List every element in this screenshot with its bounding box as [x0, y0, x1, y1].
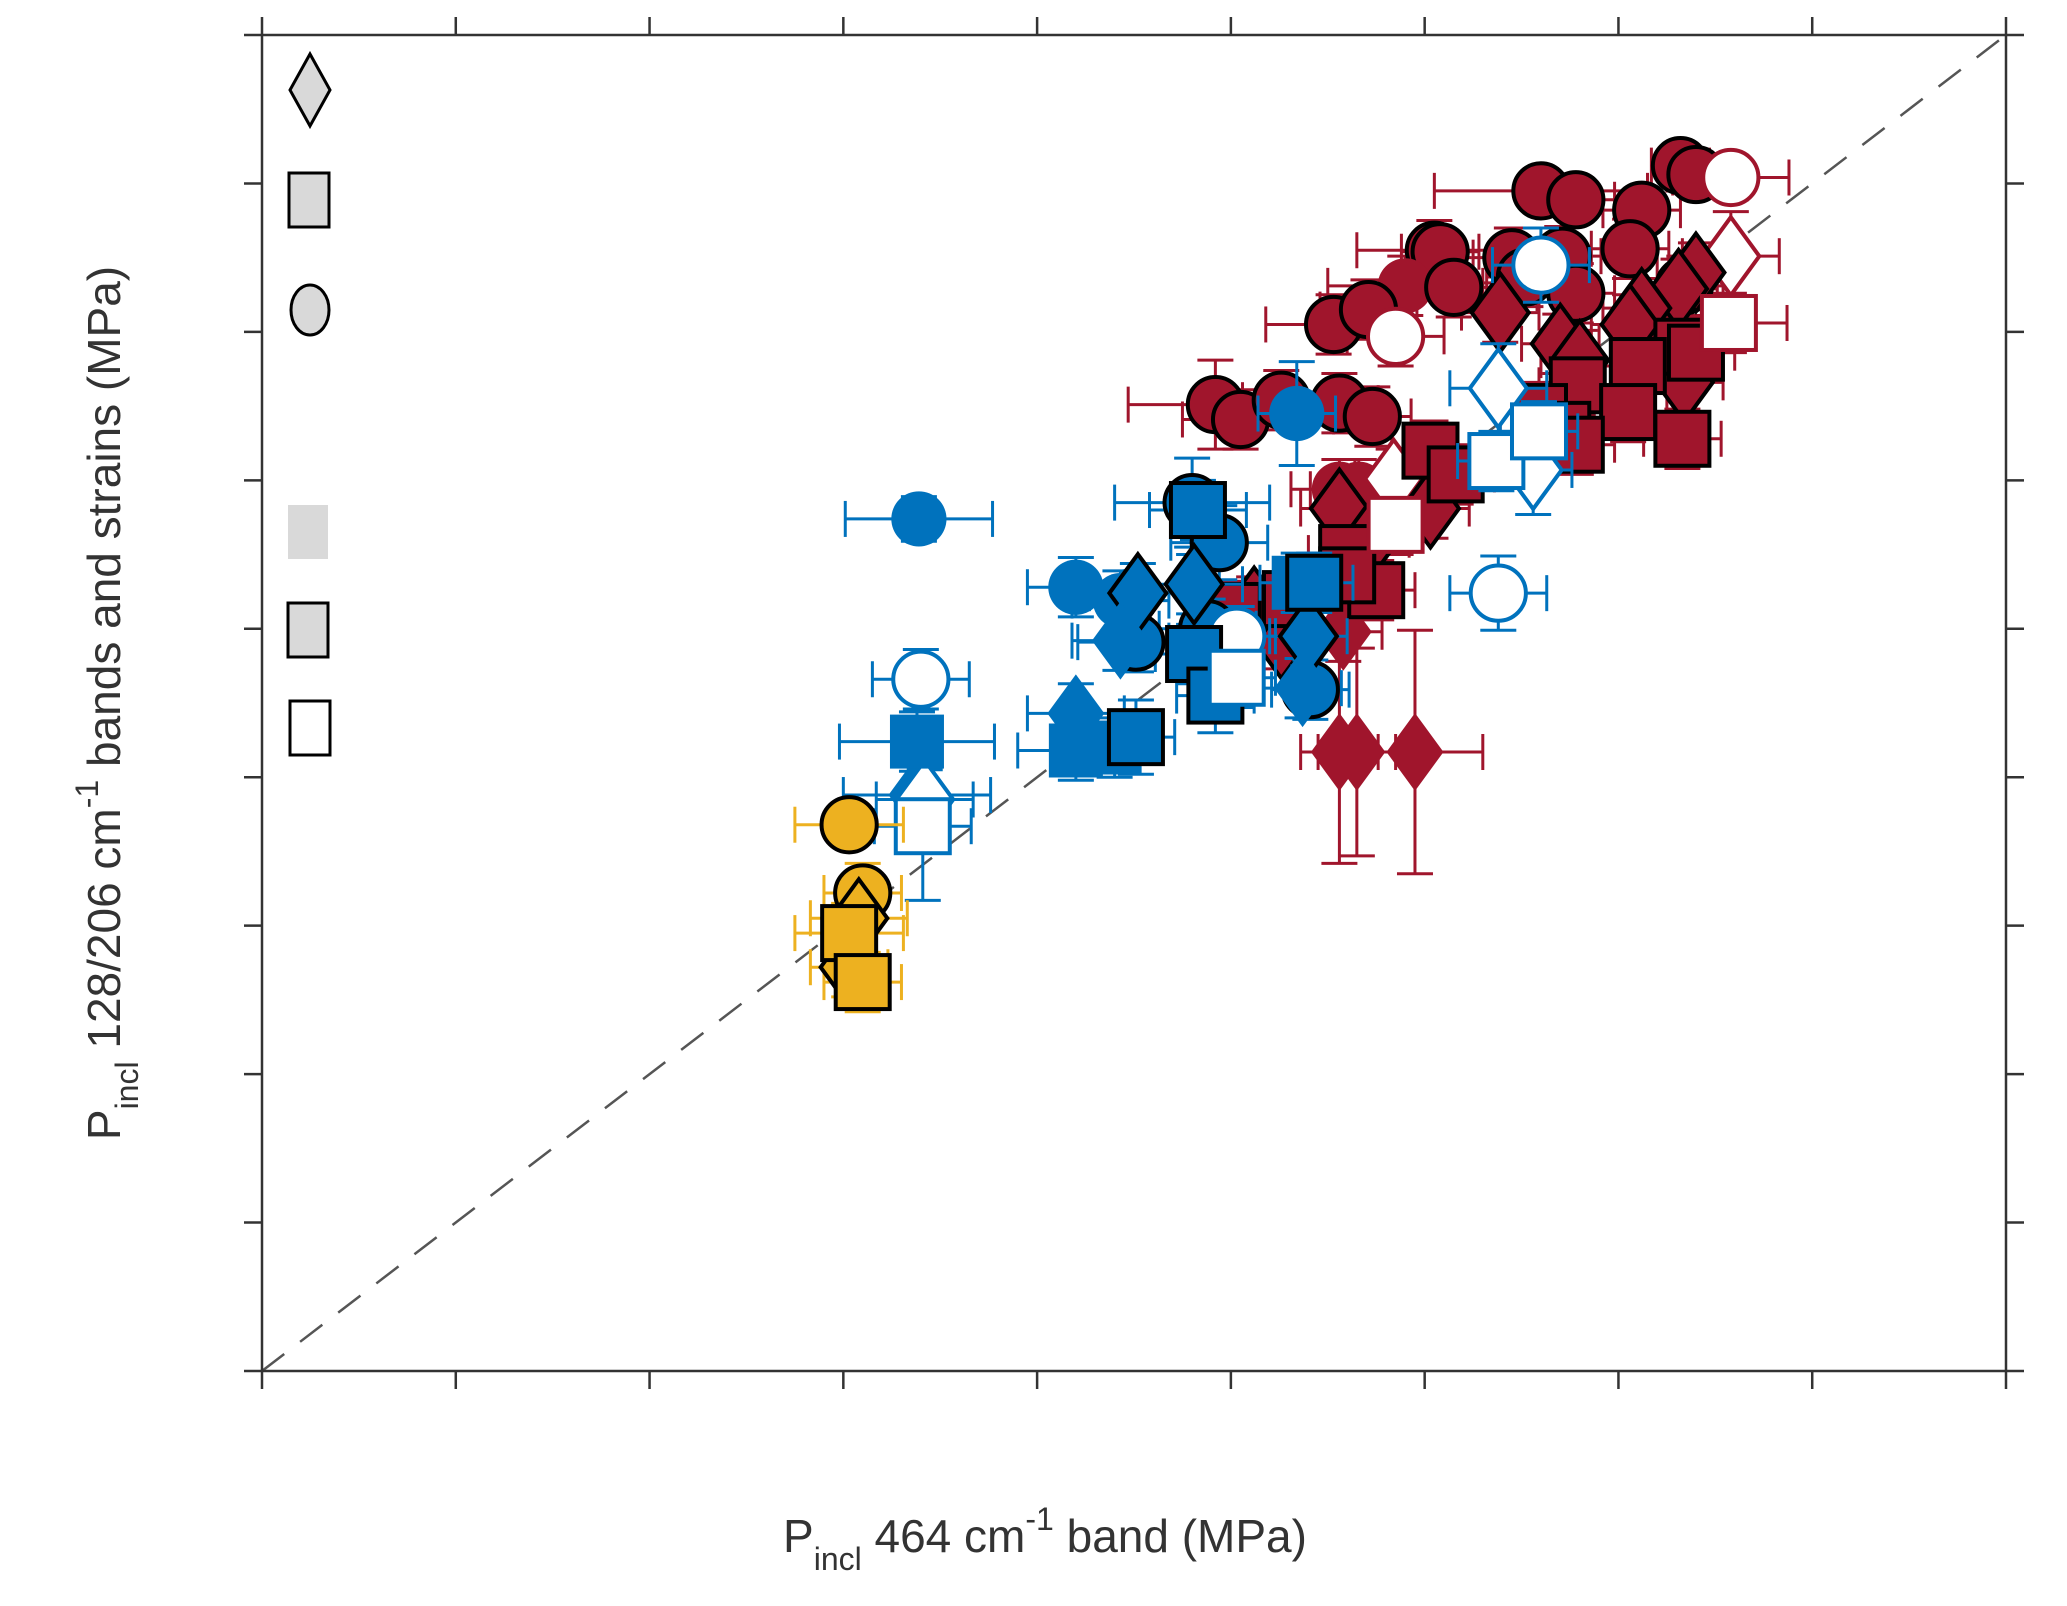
data-point-square — [1653, 409, 1712, 468]
legend-diamond-icon — [288, 50, 332, 130]
y-title-tail: bands and strains (MPa) — [78, 266, 130, 780]
legend-open-square-icon — [288, 699, 332, 757]
data-point-square — [820, 904, 879, 963]
data-point-circle — [1342, 386, 1402, 447]
legend-item-diamond — [288, 50, 332, 130]
series-epidote2 — [793, 795, 909, 1014]
y-title-sup: -1 — [69, 780, 105, 808]
data-point-square — [1699, 293, 1758, 352]
svg-text:Pincl 464 cm-1 band (MPa): Pincl 464 cm-1 band (MPa) — [783, 1501, 1307, 1577]
x-axis-title: Pincl 464 cm-1 band (MPa) — [783, 1501, 1307, 1577]
y-axis-title: Pincl 128/206 cm-1 bands and strains (MP… — [69, 266, 145, 1140]
legend-item-circle — [289, 283, 331, 337]
svg-text:Pincl 128/206 cm-1 bands and s: Pincl 128/206 cm-1 bands and strains (MP… — [69, 266, 145, 1140]
data-point-square — [1366, 495, 1425, 554]
legend-locality-lotos — [288, 699, 332, 757]
x-title-rest: 464 cm — [862, 1510, 1026, 1562]
legend-circle-icon — [289, 283, 331, 337]
series-epidote1 — [837, 226, 1591, 902]
data-point-circle — [1269, 385, 1325, 442]
data-point-diamond — [1328, 712, 1386, 791]
legend-item-square — [287, 171, 331, 229]
axes — [244, 17, 2024, 1389]
legend-filled-square-icon — [288, 505, 328, 559]
data-point-circle — [1701, 147, 1761, 208]
data-point-circle — [1424, 257, 1484, 317]
y-title-main: P — [78, 1109, 130, 1140]
data-point-square — [1168, 481, 1227, 540]
y-title-sub: incl — [109, 1061, 145, 1109]
legend-edged-square-icon — [286, 601, 330, 659]
data-point-diamond — [1163, 541, 1226, 627]
data-point-diamond — [1091, 601, 1149, 680]
data-point-square — [1207, 648, 1266, 707]
data-point-square — [1106, 708, 1165, 767]
data-point-circle — [891, 649, 951, 709]
x-title-sup: -1 — [1025, 1501, 1053, 1537]
x-title-tail: band (MPa) — [1054, 1510, 1307, 1562]
data-point-circle — [1511, 235, 1571, 295]
data-point-circle — [1546, 170, 1606, 230]
data-point-diamond — [1274, 649, 1332, 728]
legend-locality-kalamisia — [288, 505, 328, 559]
data-point-circle — [1468, 563, 1528, 623]
legend — [286, 50, 332, 757]
data-point-circle — [891, 491, 947, 547]
data-point-square — [1285, 553, 1344, 612]
legend-square-icon — [287, 171, 331, 229]
data-point-diamond — [1386, 712, 1444, 791]
data-point-square — [833, 953, 892, 1012]
legend-locality-delfini — [286, 601, 330, 659]
data-point-square — [1509, 402, 1568, 461]
data-point-square — [1599, 383, 1658, 442]
data-point-circle — [1048, 559, 1104, 615]
data-point-circle — [1600, 219, 1660, 279]
x-title-sub: incl — [814, 1541, 862, 1577]
data-point-circle — [819, 795, 879, 855]
x-title-main: P — [783, 1510, 814, 1562]
data-point-circle — [1366, 306, 1426, 366]
data-point-square — [889, 714, 944, 769]
y-title-rest: 128/206 cm — [78, 808, 130, 1061]
plot-area — [261, 34, 2007, 1372]
